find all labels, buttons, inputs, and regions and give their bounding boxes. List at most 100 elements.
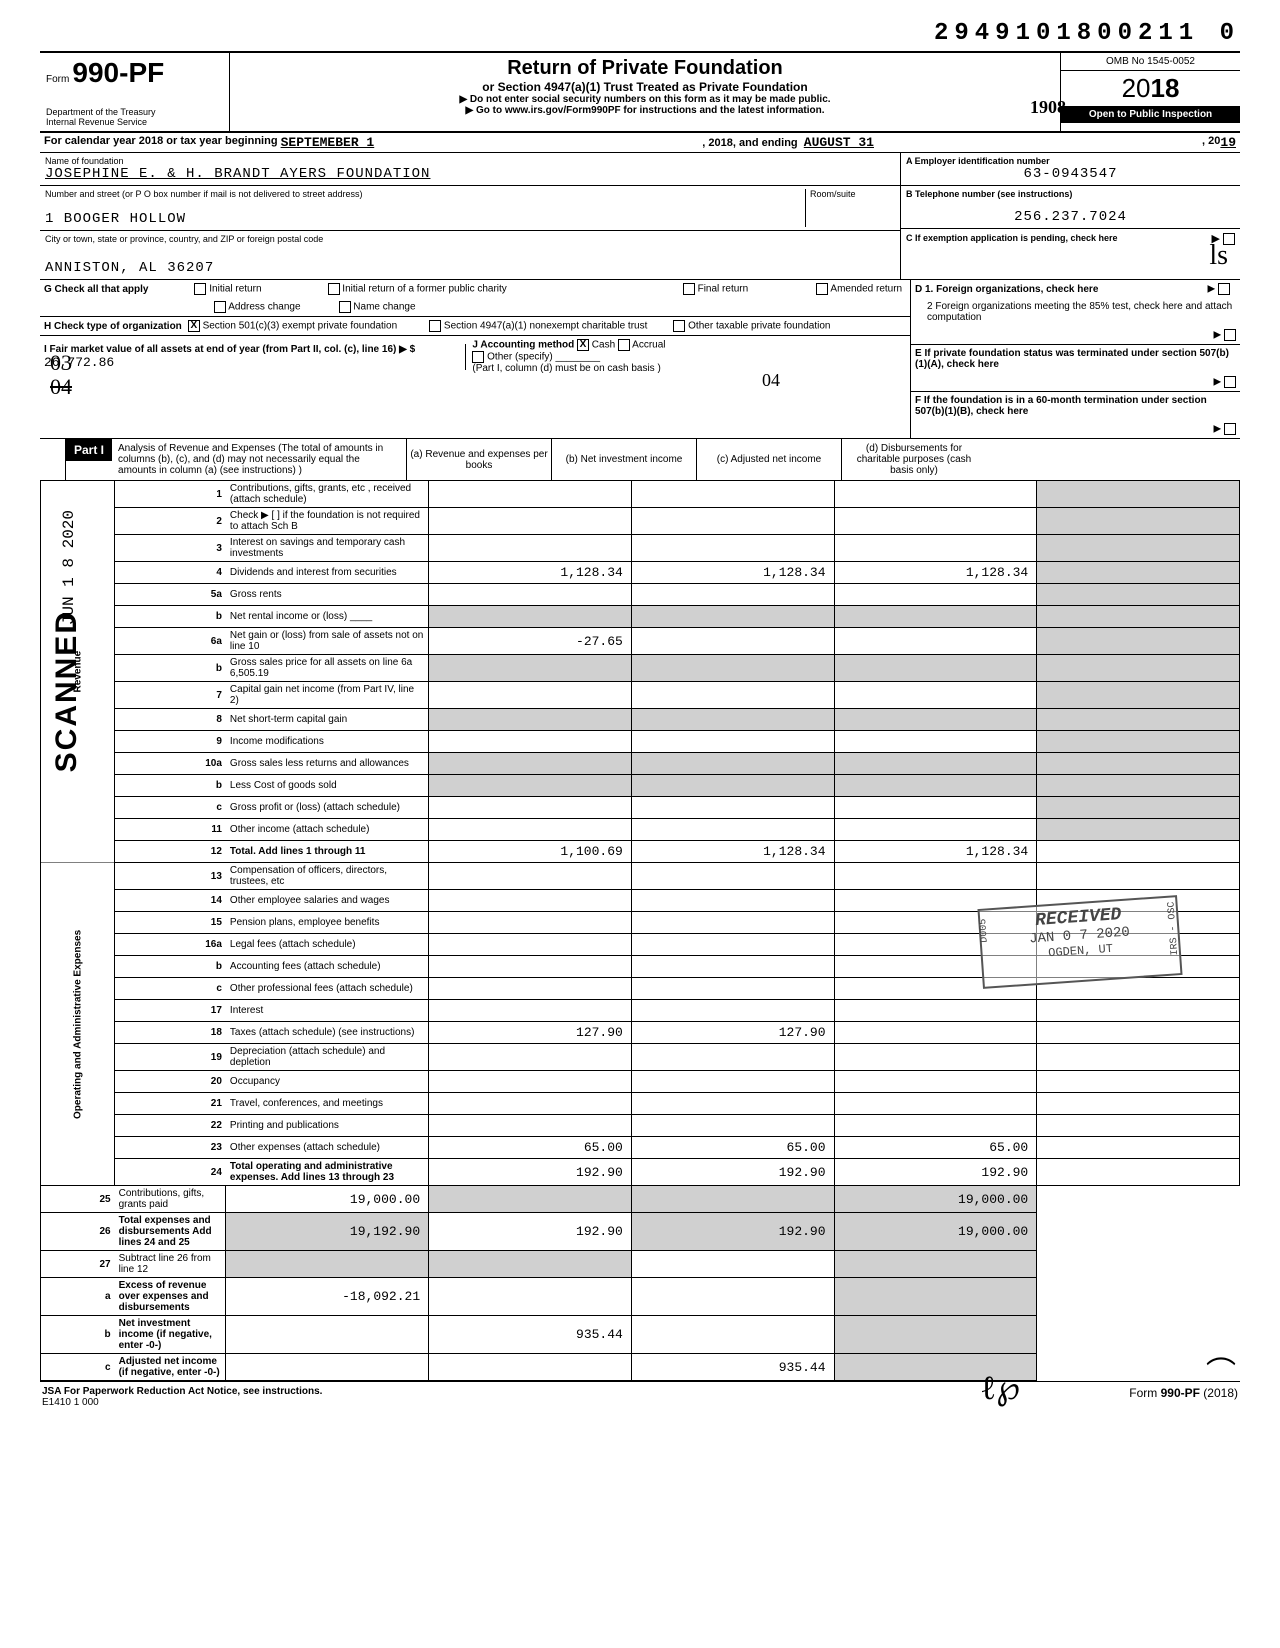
cell-value: 192.90 (429, 1213, 632, 1251)
i-label: I Fair market value of all assets at end… (44, 344, 415, 355)
checkbox-section: G Check all that apply Initial return In… (40, 280, 1240, 439)
cell-value (631, 934, 834, 956)
cell-value (1037, 1137, 1240, 1159)
cell-value (834, 819, 1037, 841)
cell-value (226, 1354, 429, 1381)
cell-value (834, 1071, 1037, 1093)
form-title: Return of Private Foundation (236, 57, 1054, 80)
g-address-checkbox[interactable] (214, 301, 226, 313)
cell-value (429, 775, 632, 797)
cell-value (834, 535, 1037, 562)
cell-value (631, 1186, 834, 1213)
cell-value (631, 481, 834, 508)
cell-value: 65.00 (631, 1137, 834, 1159)
row-desc: Accounting fees (attach schedule) (226, 956, 429, 978)
cell-value (1037, 934, 1240, 956)
phone-label: B Telephone number (see instructions) (906, 189, 1235, 199)
side-date-stamp: JUN 1 8 2020 (60, 510, 78, 625)
g-initial-checkbox[interactable] (194, 283, 206, 295)
cell-value (1037, 1071, 1240, 1093)
row-number: 15 (115, 912, 226, 934)
cell-value: 19,000.00 (834, 1213, 1037, 1251)
city-label: City or town, state or province, country… (45, 234, 895, 244)
cell-value (429, 731, 632, 753)
cell-value (631, 797, 834, 819)
cell-value (631, 1278, 834, 1316)
handwritten-1908: 1908 (1030, 97, 1066, 118)
form-header: Form 990-PF Department of the Treasury I… (40, 51, 1240, 133)
row-desc: Net investment income (if negative, ente… (115, 1316, 226, 1354)
row-number: 12 (115, 841, 226, 863)
d1-label: D 1. Foreign organizations, check here (915, 284, 1098, 295)
g-namechange-checkbox[interactable] (339, 301, 351, 313)
handwritten-initials: ls (1209, 240, 1228, 272)
table-row: 14Other employee salaries and wages (41, 890, 1240, 912)
cell-value (834, 1044, 1037, 1071)
row-number: b (41, 1316, 115, 1354)
row-desc: Other employee salaries and wages (226, 890, 429, 912)
row-desc: Occupancy (226, 1071, 429, 1093)
j-cash-checkbox[interactable]: X (577, 339, 589, 351)
cell-value: -27.65 (429, 628, 632, 655)
cell-value (631, 682, 834, 709)
cell-value (429, 1186, 632, 1213)
table-row: 4Dividends and interest from securities1… (41, 562, 1240, 584)
table-row: 27Subtract line 26 from line 12 (41, 1251, 1240, 1278)
row-number: 26 (41, 1213, 115, 1251)
row-desc: Gross sales price for all assets on line… (226, 655, 429, 682)
cell-value (834, 1251, 1037, 1278)
e-checkbox[interactable] (1224, 376, 1236, 388)
cell-value (631, 1000, 834, 1022)
g-amended-checkbox[interactable] (816, 283, 828, 295)
cell-value: 127.90 (429, 1022, 632, 1044)
g-former-checkbox[interactable] (328, 283, 340, 295)
cell-value: 192.90 (631, 1213, 834, 1251)
cell-value (631, 956, 834, 978)
cell-value (631, 1115, 834, 1137)
cell-value (429, 1093, 632, 1115)
table-row: 7Capital gain net income (from Part IV, … (41, 682, 1240, 709)
form-note-1: ▶ Do not enter social security numbers o… (236, 94, 1054, 105)
f-checkbox[interactable] (1224, 423, 1236, 435)
form-prefix: Form (46, 74, 69, 85)
part1-table: Revenue1Contributions, gifts, grants, et… (40, 481, 1240, 1381)
h-other-checkbox[interactable] (673, 320, 685, 332)
g-final-checkbox[interactable] (683, 283, 695, 295)
d1-checkbox[interactable] (1218, 283, 1230, 295)
cell-value (1037, 731, 1240, 753)
row-number: 6a (115, 628, 226, 655)
row-number: 5a (115, 584, 226, 606)
row-number: a (41, 1278, 115, 1316)
cell-value (834, 731, 1037, 753)
cell-value (1037, 508, 1240, 535)
table-row: 2Check ▶ [ ] if the foundation is not re… (41, 508, 1240, 535)
cell-value (1037, 682, 1240, 709)
cell-value (1037, 890, 1240, 912)
cell-value (429, 1071, 632, 1093)
h-4947-checkbox[interactable] (429, 320, 441, 332)
cal-end: AUGUST 31 (804, 135, 874, 150)
row-desc: Net gain or (loss) from sale of assets n… (226, 628, 429, 655)
cell-value (429, 655, 632, 682)
cell-value (834, 912, 1037, 934)
cell-value (631, 606, 834, 628)
name-label: Name of foundation (45, 156, 895, 166)
cell-value (1037, 709, 1240, 731)
h-501c3-checkbox[interactable]: X (188, 320, 200, 332)
footer-code: E1410 1 000 (42, 1397, 99, 1408)
cell-value (834, 508, 1037, 535)
cal-mid: , 2018, and ending (702, 137, 797, 149)
cell-value (1037, 1044, 1240, 1071)
j-other-checkbox[interactable] (472, 351, 484, 363)
cell-value (834, 978, 1037, 1000)
d2-checkbox[interactable] (1224, 329, 1236, 341)
cal-yy: 19 (1220, 135, 1236, 150)
form-note-2: ▶ Go to www.irs.gov/Form990PF for instru… (236, 105, 1054, 116)
g-label: G Check all that apply (44, 284, 148, 295)
table-row: Operating and Administrative Expenses13C… (41, 863, 1240, 890)
omb-number: OMB No 1545-0052 (1061, 53, 1240, 71)
cell-value (834, 1278, 1037, 1316)
row-desc: Other income (attach schedule) (226, 819, 429, 841)
j-accrual-checkbox[interactable] (618, 339, 630, 351)
table-row: 6aNet gain or (loss) from sale of assets… (41, 628, 1240, 655)
